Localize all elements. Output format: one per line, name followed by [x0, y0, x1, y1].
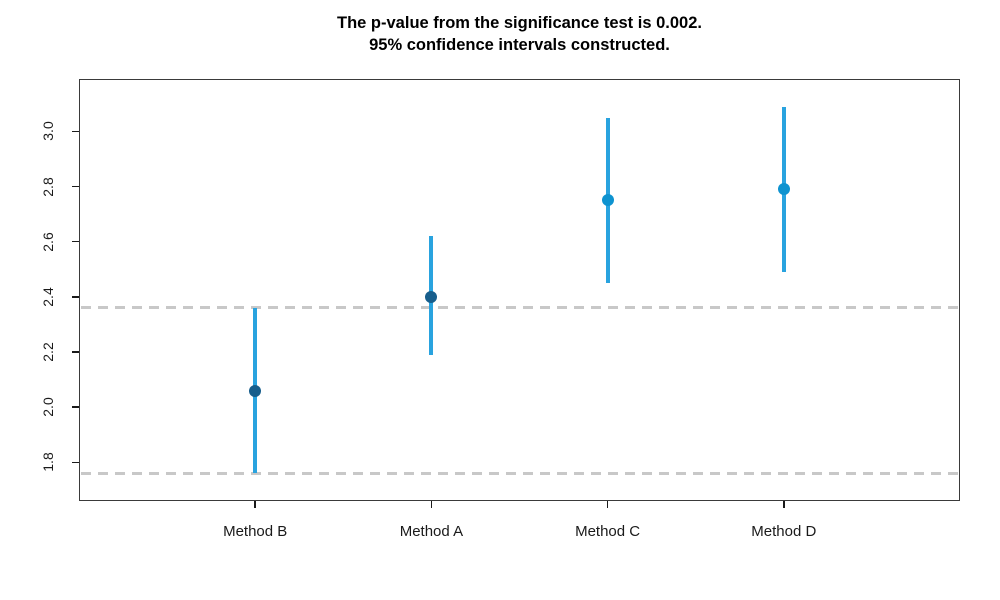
- data-point: [249, 384, 262, 397]
- y-axis-tick: [72, 185, 79, 188]
- y-axis-tick-label: 3.0: [40, 121, 56, 142]
- x-axis-tick-label: Method B: [223, 523, 288, 540]
- y-axis-tick: [72, 240, 79, 243]
- x-axis-tick-label: Method C: [575, 523, 641, 540]
- x-axis-tick: [783, 501, 785, 508]
- y-axis-tick-label: 2.6: [40, 231, 56, 252]
- chart-title-line1: The p-value from the significance test i…: [337, 14, 702, 32]
- y-axis-tick: [72, 406, 79, 408]
- x-axis-tick: [606, 501, 609, 508]
- y-axis-tick: [72, 130, 79, 133]
- reference-line: [81, 471, 958, 475]
- y-axis-tick: [72, 461, 79, 464]
- y-axis-tick: [72, 351, 79, 353]
- chart-title: The p-value from the significance test i…: [79, 12, 960, 56]
- reference-line: [81, 306, 958, 310]
- data-point: [777, 183, 790, 196]
- y-axis-tick-label: 2.0: [40, 397, 56, 417]
- x-axis-tick-label: Method D: [751, 523, 817, 540]
- chart-title-line2: 95% confidence intervals constructed.: [369, 36, 670, 54]
- data-point: [601, 194, 614, 207]
- data-point: [425, 290, 438, 303]
- y-axis-tick-label: 2.8: [40, 176, 56, 197]
- x-axis-tick-label: Method A: [399, 523, 464, 540]
- plot-area: [79, 79, 960, 501]
- y-axis-tick-label: 2.2: [40, 342, 56, 362]
- x-axis-tick: [430, 501, 433, 508]
- y-axis-tick-label: 1.8: [40, 452, 56, 473]
- y-axis-tick-label: 2.4: [40, 287, 56, 307]
- x-axis-tick: [254, 501, 256, 508]
- y-axis-tick: [72, 296, 79, 298]
